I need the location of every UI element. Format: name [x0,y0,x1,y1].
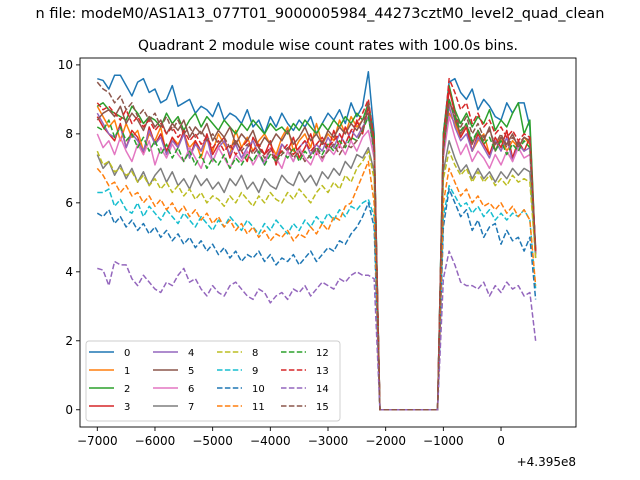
series-line-13 [96,77,537,411]
x-axis-offset-label: +4.395e8 [517,455,576,469]
legend-label-1: 1 [124,366,130,377]
legend-label-14: 14 [316,384,329,395]
x-tick-label: 0 [497,434,505,448]
series-line-10 [96,188,537,411]
legend-label-9: 9 [252,366,258,377]
legend-label-6: 6 [188,384,194,395]
x-tick-label: −1000 [423,434,464,448]
legend-label-7: 7 [188,402,194,413]
legend-label-10: 10 [252,384,265,395]
series-line-3 [96,88,537,411]
series-line-9 [97,184,537,411]
y-tick-label: 2 [65,334,73,348]
y-tick-label: 10 [58,58,73,72]
series-line-14 [97,250,537,411]
chart-title: Quadrant 2 module wise count rates with … [138,38,518,54]
x-tick-label: −4000 [250,434,291,448]
y-axis: 0 2 4 6 8 10 [58,58,80,417]
legend-label-0: 0 [124,348,130,359]
series-line-12 [96,98,537,411]
x-tick-label: −5000 [192,434,233,448]
legend-label-3: 3 [124,402,130,413]
x-tick-label: −7000 [77,434,118,448]
series-line-15 [96,81,537,411]
y-tick-label: 4 [65,265,73,279]
series-line-11 [96,160,537,411]
legend-label-5: 5 [188,366,194,377]
y-tick-label: 0 [65,403,73,417]
legend-label-13: 13 [316,366,329,377]
y-tick-label: 6 [65,196,73,210]
legend-label-4: 4 [188,348,194,359]
legend-label-2: 2 [124,384,130,395]
legend-label-11: 11 [252,402,265,413]
figure-suptitle: n file: modeM0/AS1A13_077T01_9000005984_… [36,6,605,22]
series-line-6 [96,115,537,411]
x-tick-label: −3000 [308,434,349,448]
legend-box [85,340,341,422]
series-layer [96,71,537,411]
y-tick-label: 8 [65,127,73,141]
legend-label-12: 12 [316,348,329,359]
x-tick-label: −2000 [365,434,406,448]
x-axis: −7000 −6000 −5000 −4000 −3000 −2000 −1000 0 [77,427,505,448]
series-line-7 [96,140,537,411]
legend-label-8: 8 [252,348,258,359]
x-tick-label: −6000 [135,434,176,448]
series-line-8 [96,150,537,411]
legend-label-15: 15 [316,402,329,413]
